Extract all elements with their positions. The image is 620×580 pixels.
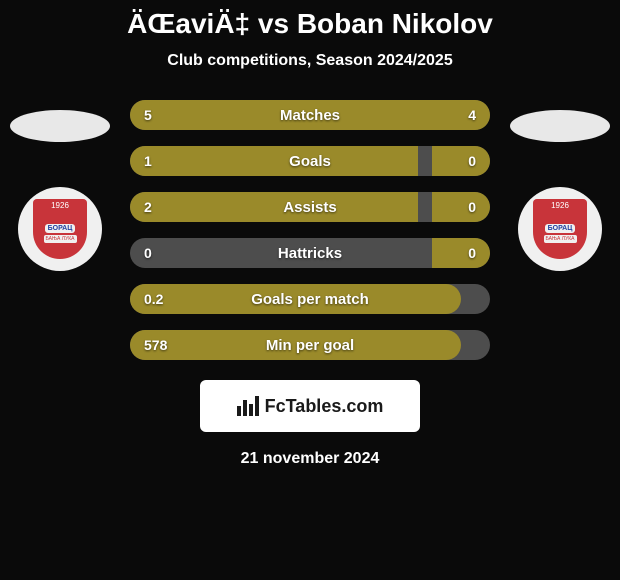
main-container: ÄŒaviÄ‡ vs Boban Nikolov Club competitio… xyxy=(0,0,620,580)
stat-label: Goals per match xyxy=(130,291,490,308)
stat-value-right: 4 xyxy=(468,107,476,123)
stat-row: 0Hattricks0 xyxy=(130,238,490,268)
shield-name: БОРАЦ xyxy=(45,224,76,233)
stat-label: Assists xyxy=(130,199,490,216)
stat-row: 578Min per goal xyxy=(130,330,490,360)
player-avatar-left xyxy=(10,110,110,142)
date-text: 21 november 2024 xyxy=(241,450,380,468)
left-player-badges: 1926 БОРАЦ БАЊА ЛУКА xyxy=(10,110,110,271)
stat-label: Min per goal xyxy=(130,337,490,354)
player-avatar-right xyxy=(510,110,610,142)
shield-icon: 1926 БОРАЦ БАЊА ЛУКА xyxy=(533,199,587,259)
fctables-text: FcTables.com xyxy=(265,396,384,417)
stat-row: 5Matches4 xyxy=(130,100,490,130)
stat-value-right: 0 xyxy=(468,245,476,261)
barchart-icon xyxy=(237,396,259,416)
shield-city: БАЊА ЛУКА xyxy=(544,235,577,243)
stat-row: 2Assists0 xyxy=(130,192,490,222)
shield-year: 1926 xyxy=(551,201,569,210)
page-title: ÄŒaviÄ‡ vs Boban Nikolov xyxy=(127,8,493,40)
stat-value-right: 0 xyxy=(468,199,476,215)
stat-row: 0.2Goals per match xyxy=(130,284,490,314)
stat-row: 1Goals0 xyxy=(130,146,490,176)
stat-value-right: 0 xyxy=(468,153,476,169)
shield-icon: 1926 БОРАЦ БАЊА ЛУКА xyxy=(33,199,87,259)
shield-year: 1926 xyxy=(51,201,69,210)
club-badge-right: 1926 БОРАЦ БАЊА ЛУКА xyxy=(518,187,602,271)
stat-bars: 5Matches41Goals02Assists00Hattricks00.2G… xyxy=(130,100,490,360)
club-badge-left: 1926 БОРАЦ БАЊА ЛУКА xyxy=(18,187,102,271)
fctables-badge[interactable]: FcTables.com xyxy=(200,380,420,432)
page-subtitle: Club competitions, Season 2024/2025 xyxy=(167,52,452,70)
stat-label: Goals xyxy=(130,153,490,170)
comparison-area: 1926 БОРАЦ БАЊА ЛУКА 5Matches4 1Goals0 2As… xyxy=(0,100,620,360)
stat-label: Matches xyxy=(130,107,490,124)
right-player-badges: 1926 БОРАЦ БАЊА ЛУКА xyxy=(510,110,610,271)
stat-label: Hattricks xyxy=(130,245,490,262)
shield-city: БАЊА ЛУКА xyxy=(44,235,77,243)
shield-name: БОРАЦ xyxy=(545,224,576,233)
